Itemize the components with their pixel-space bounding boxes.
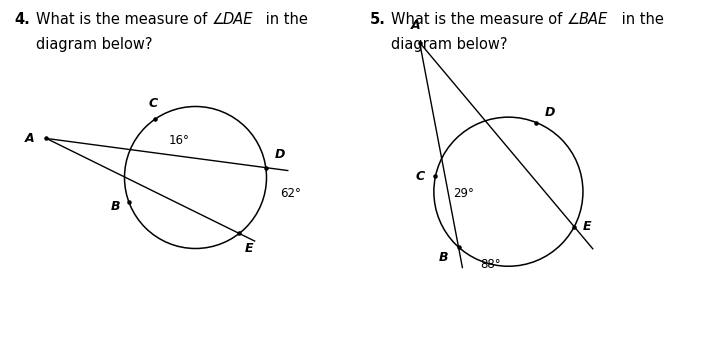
Text: A: A <box>411 19 421 32</box>
Text: A: A <box>24 132 34 145</box>
Text: D: D <box>274 148 285 160</box>
Text: B: B <box>110 200 120 213</box>
Text: What is the measure of: What is the measure of <box>36 12 212 27</box>
Text: 88°: 88° <box>480 258 501 271</box>
Text: E: E <box>583 220 592 233</box>
Text: diagram below?: diagram below? <box>36 37 152 52</box>
Text: 4.: 4. <box>14 12 30 27</box>
Text: E: E <box>245 242 253 255</box>
Text: 16°: 16° <box>169 133 190 147</box>
Text: in the: in the <box>616 12 663 27</box>
Text: diagram below?: diagram below? <box>391 37 508 52</box>
Text: in the: in the <box>261 12 308 27</box>
Text: What is the measure of: What is the measure of <box>391 12 567 27</box>
Text: 29°: 29° <box>453 187 474 200</box>
Text: D: D <box>545 106 555 119</box>
Text: C: C <box>416 170 425 183</box>
Text: C: C <box>149 98 158 110</box>
Text: BAE: BAE <box>578 12 608 27</box>
Text: ∠: ∠ <box>567 12 580 27</box>
Text: DAE: DAE <box>223 12 253 27</box>
Text: B: B <box>439 251 448 264</box>
Text: ∠: ∠ <box>211 12 225 27</box>
Text: 62°: 62° <box>280 187 301 200</box>
Text: 5.: 5. <box>370 12 386 27</box>
